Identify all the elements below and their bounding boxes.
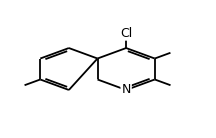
- Text: Cl: Cl: [120, 27, 132, 40]
- Text: N: N: [121, 83, 131, 96]
